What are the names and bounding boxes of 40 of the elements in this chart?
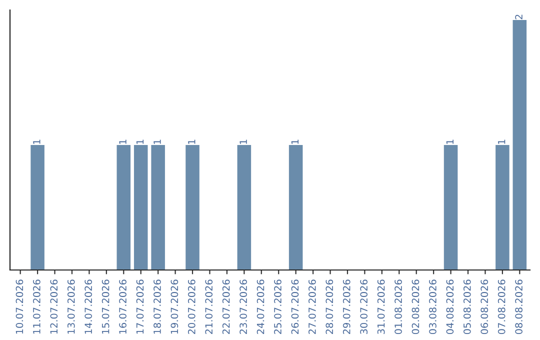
data-label: 1 [291, 140, 299, 144]
x-tick-label: 28.07.2026 [326, 280, 334, 334]
x-tick-label: 21.07.2026 [205, 280, 213, 334]
data-label: 1 [188, 140, 196, 144]
x-tick-label: 31.07.2026 [377, 280, 385, 334]
x-tick-label: 18.07.2026 [154, 280, 161, 334]
x-tick-label: 16.07.2026 [119, 280, 126, 334]
x-tick-label: 12.07.2026 [50, 280, 58, 334]
x-tick-label: 14.07.2026 [84, 280, 92, 334]
x-tick-label: 07.08.2026 [498, 280, 506, 334]
x-tick-label: 13.07.2026 [67, 280, 75, 334]
x-tick-label: 15.07.2026 [102, 280, 110, 334]
x-tick-label: 06.08.2026 [480, 280, 488, 334]
data-label: 1 [154, 140, 161, 144]
x-tick-label: 26.07.2026 [291, 280, 299, 334]
x-tick-label: 11.07.2026 [33, 280, 40, 334]
x-tick-label: 29.07.2026 [342, 280, 350, 334]
x-tick-label: 22.07.2026 [222, 280, 230, 334]
data-label: 1 [498, 140, 506, 144]
x-tick-label: 01.08.2026 [394, 280, 402, 334]
data-label: 1 [136, 140, 144, 144]
data-label: 2 [515, 14, 522, 20]
x-tick-label: 02.08.2026 [412, 280, 420, 334]
data-label: 1 [240, 140, 247, 144]
x-tick-label: 23.07.2026 [240, 280, 247, 334]
data-label: 1 [446, 140, 454, 144]
x-tick-label: 20.07.2026 [188, 280, 196, 334]
x-tick-label: 03.08.2026 [429, 280, 436, 334]
data-label: 1 [119, 140, 126, 144]
x-tick-label: 04.08.2026 [446, 280, 454, 334]
data-label: 1 [33, 140, 40, 144]
x-tick-label: 05.08.2026 [463, 280, 471, 334]
x-tick-label: 24.07.2026 [256, 280, 264, 334]
x-tick-label: 30.07.2026 [360, 280, 368, 334]
x-tick-label: 19.07.2026 [170, 280, 178, 334]
x-tick-label: 27.07.2026 [308, 280, 316, 334]
x-tick-label: 25.07.2026 [274, 280, 282, 334]
x-tick-label: 08.08.2026 [515, 280, 522, 334]
x-tick-label: 17.07.2026 [136, 280, 144, 334]
x-tick-label: 10.07.2026 [16, 280, 24, 334]
